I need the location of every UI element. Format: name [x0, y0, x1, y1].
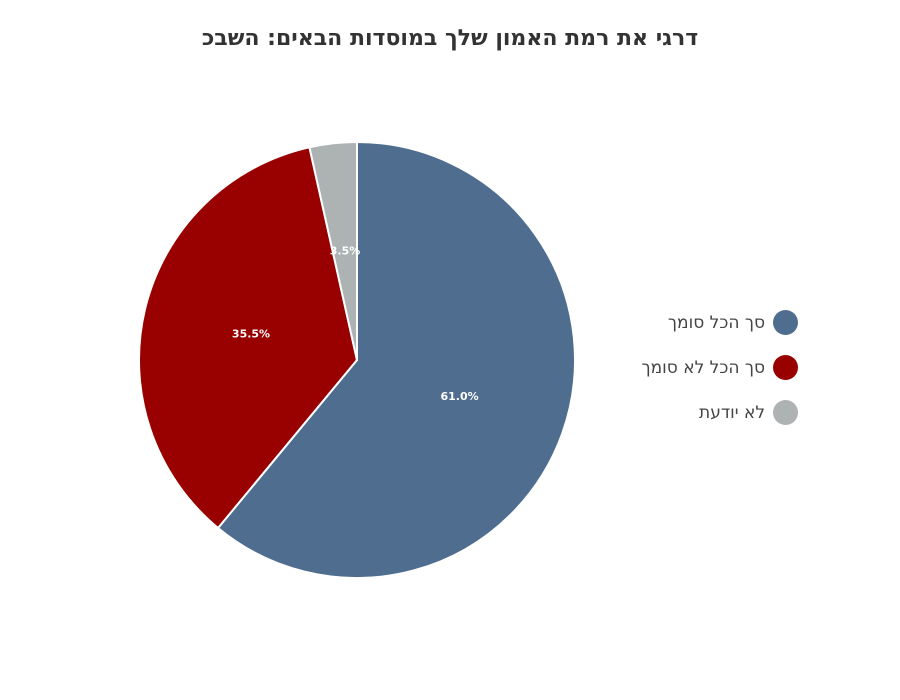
pie-data-labels: 61.0% 35.5% 3.5% — [232, 245, 479, 403]
chart-title: דרגי את רמת האמון שלך במוסדות הבאים: השב… — [201, 26, 699, 51]
pie-data-label: 35.5% — [232, 328, 270, 341]
legend-item[interactable]: סך הכל לא סומך — [641, 345, 798, 390]
legend-label: סך הכל סומך — [667, 312, 765, 333]
chart-legend: סך הכל סומך סך הכל לא סומך לא יודעת — [641, 300, 798, 435]
legend-label: לא יודעת — [699, 402, 765, 423]
pie-slices — [138, 140, 576, 579]
legend-swatch-icon — [773, 400, 798, 425]
pie-slice[interactable] — [308, 140, 358, 361]
pie-data-label: 3.5% — [330, 245, 361, 258]
legend-item[interactable]: לא יודעת — [642, 390, 798, 435]
pie-slice[interactable] — [138, 146, 359, 530]
pie-data-label: 61.0% — [440, 390, 478, 403]
pie-slice[interactable] — [216, 140, 576, 579]
legend-swatch-icon — [773, 355, 798, 380]
legend-label: סך הכל לא סומך — [641, 357, 766, 378]
legend-swatch-icon — [773, 310, 798, 335]
legend-item[interactable]: סך הכל סומך — [642, 300, 798, 345]
